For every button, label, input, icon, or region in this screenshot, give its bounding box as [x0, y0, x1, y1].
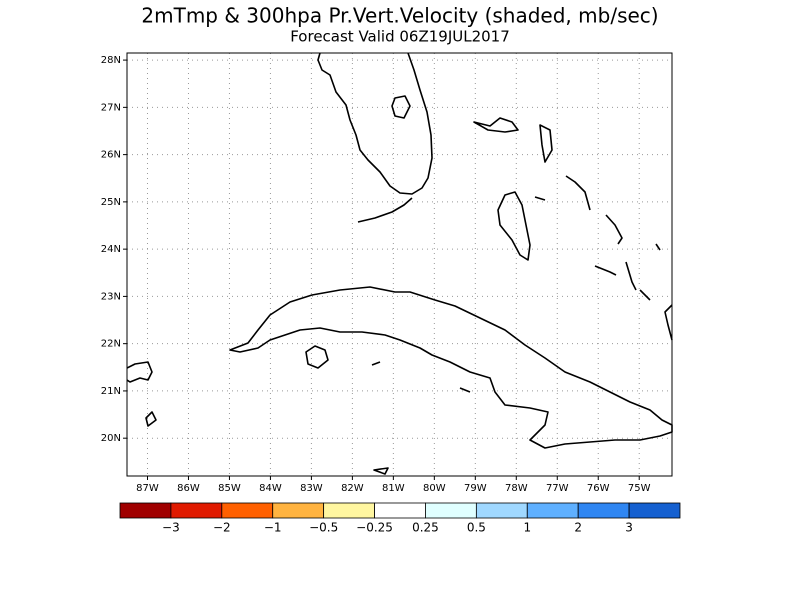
lat-label: 26N [101, 150, 121, 161]
color-box [577, 502, 630, 519]
colorbar-label: −2 [213, 521, 231, 535]
color-box [323, 502, 375, 519]
colorbar-label: −0.25 [356, 521, 393, 535]
lat-label: 24N [101, 244, 121, 255]
lat-label: 23N [101, 291, 121, 302]
color-box [526, 502, 579, 519]
coastline [605, 214, 623, 245]
colorbar-label: 0.5 [467, 521, 486, 535]
coastline [317, 52, 433, 195]
lat-label: 27N [101, 102, 121, 113]
lon-label: 80W [423, 483, 446, 494]
lat-label: 21N [101, 386, 121, 397]
coastline [229, 286, 673, 449]
colorbar-label: −3 [162, 521, 180, 535]
coastline [371, 361, 381, 366]
coastline [145, 411, 157, 427]
lat-label: 20N [101, 433, 121, 444]
lon-label: 77W [546, 483, 569, 494]
color-box [374, 502, 426, 519]
lon-label: 75W [628, 483, 651, 494]
color-box [221, 502, 274, 519]
coastlines [126, 52, 673, 475]
lon-label: 85W [218, 483, 241, 494]
color-box [475, 502, 528, 519]
coastline [655, 243, 661, 251]
colorbar-label: 1 [523, 521, 531, 535]
title: 2mTmp & 300hpa Pr.Vert.Velocity (shaded,… [141, 4, 658, 28]
coastline [565, 175, 591, 211]
coastline [459, 387, 471, 393]
coastline [594, 265, 617, 276]
coastline [391, 95, 411, 119]
lon-label: 83W [300, 483, 323, 494]
coastline [539, 124, 553, 163]
color-box [272, 502, 325, 519]
lat-label: 28N [101, 55, 121, 66]
coastline [664, 304, 673, 341]
coastline [357, 197, 413, 223]
lat-label: 22N [101, 339, 121, 350]
color-box [628, 502, 681, 519]
colorbar-label: −1 [264, 521, 282, 535]
coastline [305, 345, 329, 369]
lon-label: 78W [505, 483, 528, 494]
coastline [639, 289, 651, 301]
coastline [473, 117, 519, 133]
subtitle: Forecast Valid 06Z19JUL2017 [290, 28, 510, 46]
coastline [534, 196, 546, 201]
map-frame [126, 52, 673, 477]
colorbar-label: 3 [625, 521, 633, 535]
lon-label: 81W [382, 483, 405, 494]
colorbar-label: 2 [574, 521, 582, 535]
color-box [425, 502, 477, 519]
coastline [373, 467, 389, 475]
lon-label: 87W [136, 483, 159, 494]
coastline [126, 361, 153, 383]
lon-label: 79W [464, 483, 487, 494]
colorbar: −3 −2 −1 −0.5 −0.25 0.25 0.5 1 2 3 [119, 502, 681, 535]
lon-label: 84W [259, 483, 282, 494]
lon-label: 76W [587, 483, 610, 494]
color-box [170, 502, 223, 519]
lon-label: 86W [177, 483, 200, 494]
lat-label: 25N [101, 197, 121, 208]
colorbar-label: −0.5 [309, 521, 338, 535]
coastline [497, 191, 531, 261]
colorbar-label: 0.25 [412, 521, 439, 535]
lon-label: 82W [341, 483, 364, 494]
color-box [119, 502, 172, 519]
coastline [625, 261, 637, 291]
